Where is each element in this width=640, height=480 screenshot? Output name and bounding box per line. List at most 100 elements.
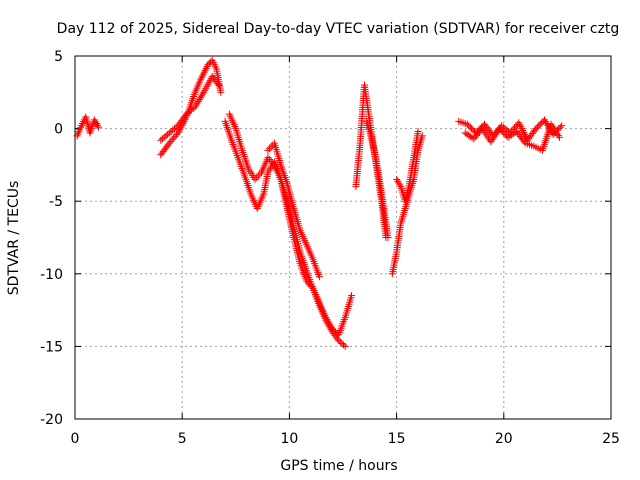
data-point bbox=[193, 99, 201, 107]
data-point bbox=[188, 106, 196, 114]
y-tick-label: -5 bbox=[49, 194, 63, 210]
data-point bbox=[303, 277, 311, 285]
grid-lines bbox=[75, 56, 611, 419]
data-point bbox=[266, 145, 274, 153]
data-point bbox=[396, 181, 404, 189]
data-point bbox=[542, 118, 550, 126]
data-point bbox=[158, 135, 166, 143]
data-point bbox=[91, 118, 99, 126]
x-tick-label: 0 bbox=[71, 431, 80, 447]
data-point bbox=[473, 131, 481, 139]
data-points bbox=[73, 56, 566, 350]
x-tick-label: 5 bbox=[178, 431, 187, 447]
data-point bbox=[315, 273, 323, 281]
data-point bbox=[196, 94, 204, 102]
data-point bbox=[92, 120, 100, 128]
data-point bbox=[466, 123, 474, 131]
data-point bbox=[164, 130, 172, 138]
y-tick-label: -10 bbox=[40, 267, 63, 283]
data-point bbox=[170, 125, 178, 133]
plot-frame bbox=[74, 55, 612, 420]
data-point bbox=[95, 123, 103, 131]
data-point bbox=[168, 136, 176, 144]
data-point bbox=[501, 130, 509, 138]
data-point bbox=[199, 90, 207, 98]
data-point bbox=[90, 116, 98, 124]
data-point bbox=[169, 126, 177, 134]
data-point bbox=[167, 128, 175, 136]
data-point bbox=[254, 172, 262, 180]
data-point bbox=[172, 123, 180, 131]
data-point bbox=[306, 281, 314, 289]
data-point bbox=[94, 121, 102, 129]
data-point bbox=[160, 133, 168, 141]
data-point bbox=[304, 279, 312, 287]
data-point bbox=[215, 81, 223, 89]
data-point bbox=[165, 129, 173, 137]
data-point bbox=[167, 137, 175, 145]
data-point bbox=[468, 125, 476, 133]
data-point bbox=[348, 292, 356, 300]
data-point bbox=[181, 112, 189, 120]
data-point bbox=[157, 136, 165, 144]
data-point bbox=[264, 154, 272, 162]
data-point bbox=[384, 234, 392, 241]
data-point bbox=[556, 133, 564, 141]
data-point bbox=[497, 126, 505, 134]
data-point bbox=[555, 125, 563, 133]
x-tick-label: 25 bbox=[602, 431, 620, 447]
axis-ticks: 0 5 10 15 20 25 5 0 -5 -10 -15 -20 bbox=[40, 49, 620, 447]
data-point bbox=[269, 159, 277, 167]
data-point bbox=[217, 88, 225, 96]
data-point bbox=[532, 125, 540, 133]
data-point bbox=[468, 134, 476, 142]
data-point bbox=[162, 132, 170, 140]
data-point bbox=[328, 325, 336, 333]
data-point bbox=[256, 170, 264, 178]
data-point bbox=[341, 342, 349, 350]
data-point bbox=[336, 338, 344, 346]
data-point bbox=[192, 101, 200, 109]
data-point bbox=[500, 129, 508, 137]
x-tick-label: 20 bbox=[495, 431, 513, 447]
data-point bbox=[395, 179, 403, 187]
data-point bbox=[197, 92, 205, 100]
data-point bbox=[195, 96, 203, 104]
data-point bbox=[182, 110, 190, 118]
data-point bbox=[541, 116, 549, 124]
data-point bbox=[330, 326, 338, 334]
y-tick-label: -15 bbox=[40, 339, 63, 355]
data-point bbox=[463, 120, 471, 128]
data-point bbox=[474, 130, 482, 138]
y-axis-label: SDTVAR / TECUs bbox=[6, 181, 22, 296]
data-point bbox=[267, 157, 275, 165]
data-point bbox=[251, 175, 259, 183]
data-point bbox=[184, 109, 192, 117]
x-tick-label: 10 bbox=[280, 431, 298, 447]
data-point bbox=[191, 103, 199, 111]
data-point bbox=[186, 107, 194, 115]
data-point bbox=[194, 97, 202, 105]
data-point bbox=[543, 120, 551, 128]
data-point bbox=[498, 128, 506, 136]
data-point bbox=[340, 341, 348, 349]
data-point bbox=[165, 139, 173, 147]
data-point bbox=[535, 122, 543, 130]
data-point bbox=[536, 120, 544, 128]
y-tick-label: 0 bbox=[54, 122, 63, 138]
data-point bbox=[253, 174, 261, 182]
x-axis-label: GPS time / hours bbox=[280, 458, 397, 474]
data-point bbox=[470, 135, 478, 143]
data-point bbox=[393, 175, 401, 183]
data-point bbox=[414, 128, 422, 136]
x-tick-label: 15 bbox=[388, 431, 406, 447]
data-point bbox=[204, 61, 212, 69]
data-point bbox=[172, 131, 180, 139]
data-point bbox=[170, 134, 178, 142]
data-point bbox=[538, 119, 546, 127]
data-point bbox=[213, 79, 221, 87]
y-tick-label: -20 bbox=[40, 412, 63, 428]
data-point bbox=[533, 123, 541, 131]
data-point bbox=[264, 146, 272, 154]
